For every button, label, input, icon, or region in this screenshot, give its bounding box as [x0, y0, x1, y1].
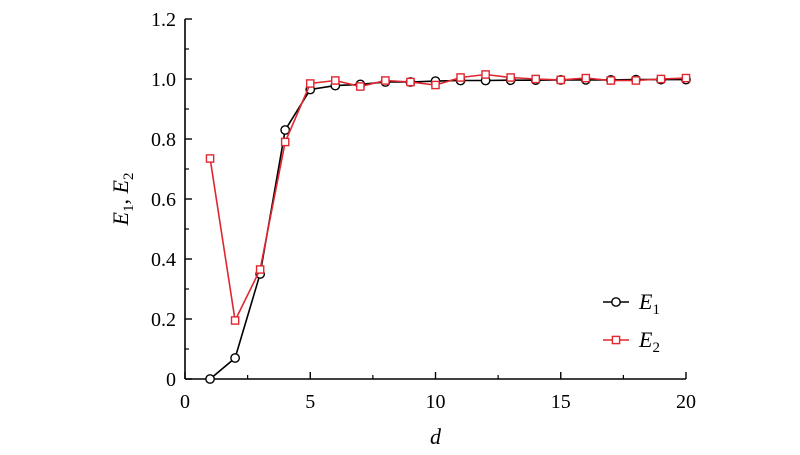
x-tick-label: 10: [426, 391, 446, 413]
data-point-E2: [305, 79, 315, 88]
data-point-E2: [531, 74, 540, 84]
x-tick-label: 5: [305, 391, 315, 413]
legend-marker-E1: [611, 297, 621, 307]
x-ticks: 0 5 10 15 20: [180, 372, 696, 413]
data-point-E2: [356, 82, 365, 91]
data-point-E2: [456, 73, 465, 82]
series-layer: [205, 70, 691, 384]
axes: [184, 19, 686, 380]
y-axis-title: E1, E2: [108, 173, 137, 227]
data-point-E1: [280, 125, 291, 135]
data-point-E2: [431, 80, 440, 90]
y-axis-title-part: ,: [108, 194, 133, 205]
legend-label-main: E: [638, 327, 653, 352]
legend-item-E2: E2: [603, 327, 660, 356]
axis-labels: dE1, E2: [108, 173, 442, 449]
data-point-E2: [481, 70, 490, 79]
data-point-E1: [230, 353, 241, 363]
series-line-E1: [209, 78, 686, 380]
data-point-E2: [381, 76, 390, 85]
legend-label-sub: 1: [652, 302, 660, 318]
data-point-E2: [656, 74, 666, 84]
data-point-E2: [631, 76, 641, 85]
data-point-E2: [581, 73, 591, 83]
legend-item-E1: E1: [603, 289, 660, 318]
data-point-E2: [506, 73, 515, 82]
data-point-E2: [681, 73, 691, 83]
legend-label-E2: E2: [638, 327, 660, 356]
data-point-E2: [280, 137, 290, 147]
data-point-E2: [606, 76, 616, 85]
x-tick-label: 0: [180, 391, 190, 413]
y-axis-title-part: 1: [121, 205, 137, 213]
y-axis-title-part: 2: [121, 173, 137, 181]
data-point-E2: [230, 316, 240, 325]
legend-label-main: E: [638, 289, 653, 314]
series-E2: [205, 70, 691, 325]
legend-marker-E2: [611, 335, 621, 345]
y-tick-label: 0.2: [151, 309, 176, 331]
y-axis-title-part: E: [108, 211, 133, 226]
legend-label-sub: 2: [652, 340, 660, 356]
y-ticks: 0 0.2 0.4 0.6 0.8 1.0 1.2: [151, 9, 192, 391]
y-tick-label: 1.2: [151, 9, 176, 31]
y-tick-label: 0: [166, 369, 176, 391]
data-point-E2: [406, 77, 415, 87]
data-point-E2: [255, 265, 265, 274]
y-tick-label: 0.4: [151, 249, 176, 271]
data-point-E1: [205, 374, 215, 384]
y-tick-label: 0.6: [151, 189, 176, 211]
data-point-E2: [556, 75, 566, 85]
y-axis-title-part: E: [108, 180, 133, 195]
legend-label-E1: E1: [638, 289, 660, 318]
x-tick-label: 15: [551, 391, 571, 413]
y-tick-label: 0.8: [151, 129, 176, 151]
data-point-E2: [331, 76, 340, 85]
series-line-E2: [209, 73, 687, 324]
y-tick-label: 1.0: [151, 69, 176, 91]
x-tick-label: 20: [676, 391, 696, 413]
x-axis-title: d: [430, 424, 442, 449]
data-point-E2: [205, 154, 215, 163]
